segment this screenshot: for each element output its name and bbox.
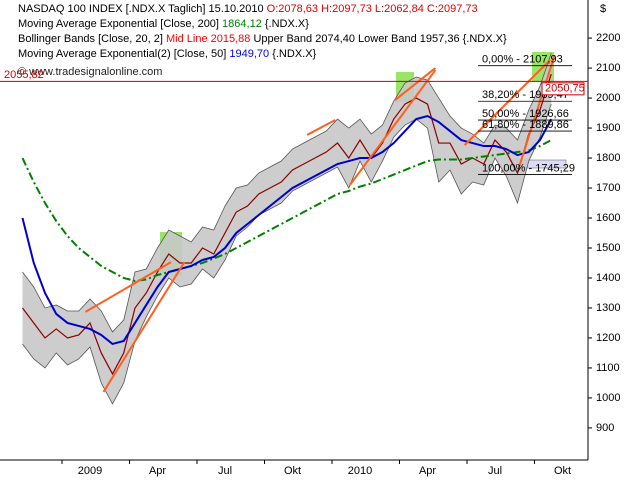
y-tick-label: 1600 (596, 212, 620, 224)
legend-title: NASDAQ 100 INDEX [.NDX.X Taglich] 15.10.… (18, 3, 478, 15)
y-tick-label: 1000 (596, 392, 620, 404)
watermark: © www.tradesignalonline.com (18, 66, 162, 78)
y-tick-label: 900 (596, 422, 614, 434)
trend-line (518, 54, 556, 166)
y-tick-label: 2200 (596, 32, 620, 44)
x-tick-label: Apr (419, 465, 436, 477)
y-tick-label: 1700 (596, 182, 620, 194)
y-tick-label: 1500 (596, 242, 620, 254)
currency: $ (600, 3, 606, 15)
y-tick-label: 1900 (596, 122, 620, 134)
level-label: 2055,82 (4, 69, 44, 81)
series-line (21, 114, 553, 346)
legend-suffix: Upper Band 2074,40 Lower Band 1957,36 {.… (253, 33, 507, 45)
legend-text: Moving Average Exponential(2) [Close, 50… (18, 48, 226, 60)
legend-value: 1949,70 (229, 48, 269, 60)
legend-entry: Moving Average Exponential(2) [Close, 50… (18, 48, 317, 60)
y-tick-label: 2100 (596, 62, 620, 74)
fib-label: 50,00% - 1926,66 (482, 108, 569, 120)
series-line (21, 139, 552, 282)
legend-suffix: {.NDX.X} (265, 18, 309, 30)
series-line (22, 73, 552, 376)
trend-line (349, 69, 437, 186)
price-marker-label: 2050,75 (545, 83, 585, 95)
x-tick-label: 2010 (348, 465, 372, 477)
trend-line (84, 261, 172, 313)
y-tick-label: 1200 (596, 332, 620, 344)
legend-value: Mid Line 2015,88 (166, 33, 250, 45)
x-tick-label: Apr (149, 465, 166, 477)
legend-value: 1864,12 (222, 18, 262, 30)
legend-entry: Bollinger Bands [Close, 20, 2] Mid Line … (18, 33, 507, 45)
legend-text: Bollinger Bands [Close, 20, 2] (18, 33, 163, 45)
price-marker (541, 82, 585, 96)
y-tick-label: 1300 (596, 302, 620, 314)
fib-label: 0,00% - 2107,93 (482, 54, 563, 66)
x-tick-label: 2009 (78, 465, 102, 477)
title: NASDAQ 100 INDEX [.NDX.X Taglich] 15.10.… (18, 3, 264, 15)
x-tick-label: Okt (284, 465, 301, 477)
y-tick-label: 1100 (596, 362, 620, 374)
legend-text: Moving Average Exponential [Close, 200] (18, 18, 219, 30)
y-tick-label: 1400 (596, 272, 620, 284)
trend-line (306, 119, 336, 136)
band-line (22, 52, 552, 333)
fib-label: 100,00% - 1745,29 (482, 162, 575, 174)
trend-line (102, 261, 186, 393)
y-tick-label: 1800 (596, 152, 620, 164)
trend-line (394, 67, 436, 101)
band-line (22, 103, 552, 405)
ohlc: O:2078,63 H:2097,73 L:2062,84 C:2097,73 (267, 3, 478, 15)
fib-label: 61,80% - 1889,86 (482, 119, 569, 131)
x-tick-label: Okt (554, 465, 571, 477)
x-tick-label: Jul (218, 465, 232, 477)
legend-entry: Moving Average Exponential [Close, 200] … (18, 18, 309, 30)
x-tick-label: Jul (488, 465, 502, 477)
legend-suffix: {.NDX.X} (272, 48, 316, 60)
y-tick-label: 2000 (596, 92, 620, 104)
